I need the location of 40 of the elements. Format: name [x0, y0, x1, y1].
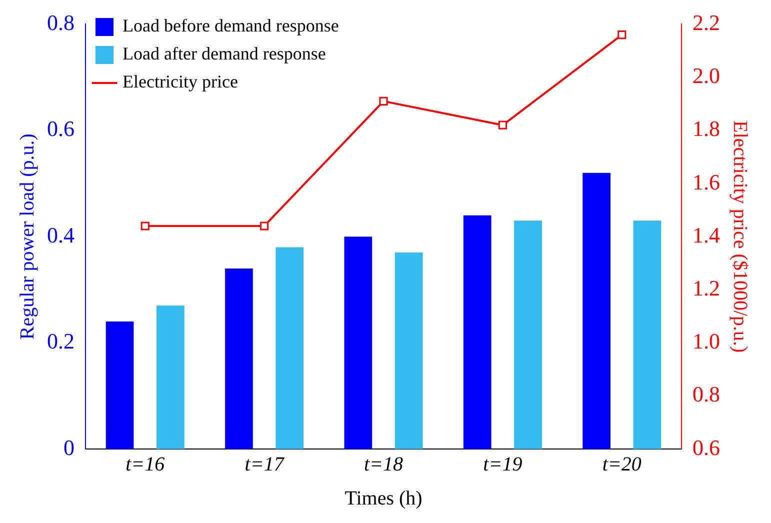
y-tick-label: 0.6 — [47, 116, 74, 142]
x-axis-title: Times (h) — [344, 487, 422, 510]
y-tick-label: 0.2 — [47, 328, 74, 354]
bar — [582, 172, 610, 449]
y2-tick-label: 0.6 — [692, 434, 720, 460]
x-tick-label: t=18 — [364, 453, 404, 476]
y2-tick-label: 2.2 — [692, 10, 720, 35]
bar — [394, 252, 423, 449]
y-axis-title: Regular power load (p.u.) — [16, 134, 38, 340]
y2-tick-label: 1.8 — [692, 116, 720, 142]
legend-label: Electricity price — [122, 72, 238, 92]
bar — [106, 322, 134, 449]
y2-tick-label: 0.8 — [692, 382, 720, 407]
y-tick-label: 0.4 — [47, 222, 74, 248]
point — [379, 96, 388, 106]
y2-tick-label: 2.0 — [692, 63, 720, 88]
bar — [514, 220, 542, 449]
bar — [463, 215, 492, 449]
bar — [156, 306, 184, 449]
y2-tick-label: 1.4 — [692, 222, 720, 248]
x-tick-label: t=20 — [602, 453, 642, 476]
bar — [225, 268, 253, 449]
y-tick-label: 0 — [64, 434, 74, 460]
y2-tick-label: 1.0 — [692, 328, 720, 354]
point — [140, 222, 150, 230]
x-tick-label: t=17 — [244, 453, 285, 476]
legend-label: Load before demand response — [122, 16, 339, 36]
bar — [633, 220, 662, 449]
x-tick-label: t=16 — [126, 453, 165, 476]
bar — [344, 236, 372, 449]
point — [260, 222, 269, 230]
y2-tick-label: 1.6 — [692, 169, 720, 194]
bar — [276, 247, 304, 449]
point — [498, 120, 507, 130]
legend-label: Load after demand response — [122, 44, 326, 64]
y2-tick-label: 1.2 — [692, 275, 720, 300]
y2-axis-title: Electricity price ($1000/p.u.) — [728, 120, 751, 353]
y-tick-label: 0.8 — [47, 10, 74, 35]
point — [618, 30, 626, 40]
x-tick-label: t=19 — [483, 453, 522, 476]
